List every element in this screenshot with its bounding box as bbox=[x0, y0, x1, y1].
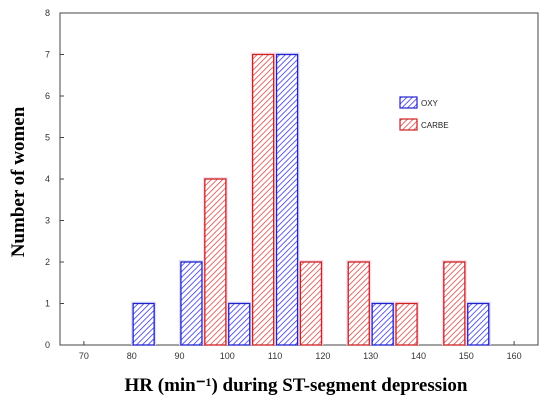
plot-area: 0 1 2 3 4 5 6 7 8 70 80 90 100 110 120 130 140 150 160 bbox=[45, 8, 539, 361]
y-tick-label: 3 bbox=[45, 216, 50, 226]
bar-oxy bbox=[132, 302, 155, 346]
x-tick-label: 120 bbox=[315, 351, 330, 361]
y-tick-label: 2 bbox=[45, 257, 50, 267]
x-tick-label: 130 bbox=[363, 351, 378, 361]
x-tick-label: 110 bbox=[268, 351, 282, 361]
y-tick-label: 0 bbox=[45, 340, 50, 350]
x-tick-label: 150 bbox=[459, 351, 474, 361]
y-tick-label: 7 bbox=[45, 50, 50, 60]
y-tick-label: 4 bbox=[45, 174, 50, 184]
y-tick-label: 6 bbox=[45, 91, 50, 101]
bar-carbe bbox=[347, 261, 370, 346]
bar-oxy bbox=[275, 53, 299, 346]
bar-oxy bbox=[180, 261, 203, 346]
bar-oxy bbox=[371, 302, 394, 346]
legend-swatch-carbe bbox=[399, 118, 418, 131]
x-tick-label: 160 bbox=[507, 351, 522, 361]
x-tick-label: 80 bbox=[127, 351, 137, 361]
legend-label-oxy: OXY bbox=[421, 99, 439, 108]
bar-carbe bbox=[395, 302, 418, 346]
bar-carbe bbox=[204, 178, 227, 346]
y-tick-label: 1 bbox=[45, 299, 50, 309]
bar-oxy bbox=[228, 302, 251, 346]
y-axis-label: Number of women bbox=[8, 106, 29, 257]
bar-carbe bbox=[443, 261, 466, 346]
legend: OXY CARBE bbox=[399, 96, 449, 131]
legend-label-carbe: CARBE bbox=[421, 121, 449, 130]
legend-swatch-oxy bbox=[399, 96, 418, 109]
x-tick-label: 140 bbox=[411, 351, 426, 361]
bar-oxy bbox=[467, 302, 490, 346]
x-tick-label: 90 bbox=[174, 351, 184, 361]
y-tick-label: 5 bbox=[45, 133, 50, 143]
x-tick-label: 70 bbox=[79, 351, 89, 361]
bar-carbe bbox=[299, 261, 323, 346]
x-tick-label: 100 bbox=[220, 351, 235, 361]
x-axis-label: HR (min⁻¹) during ST-segment depression bbox=[125, 375, 468, 396]
bar-carbe bbox=[251, 53, 275, 346]
y-tick-label: 8 bbox=[45, 8, 50, 18]
